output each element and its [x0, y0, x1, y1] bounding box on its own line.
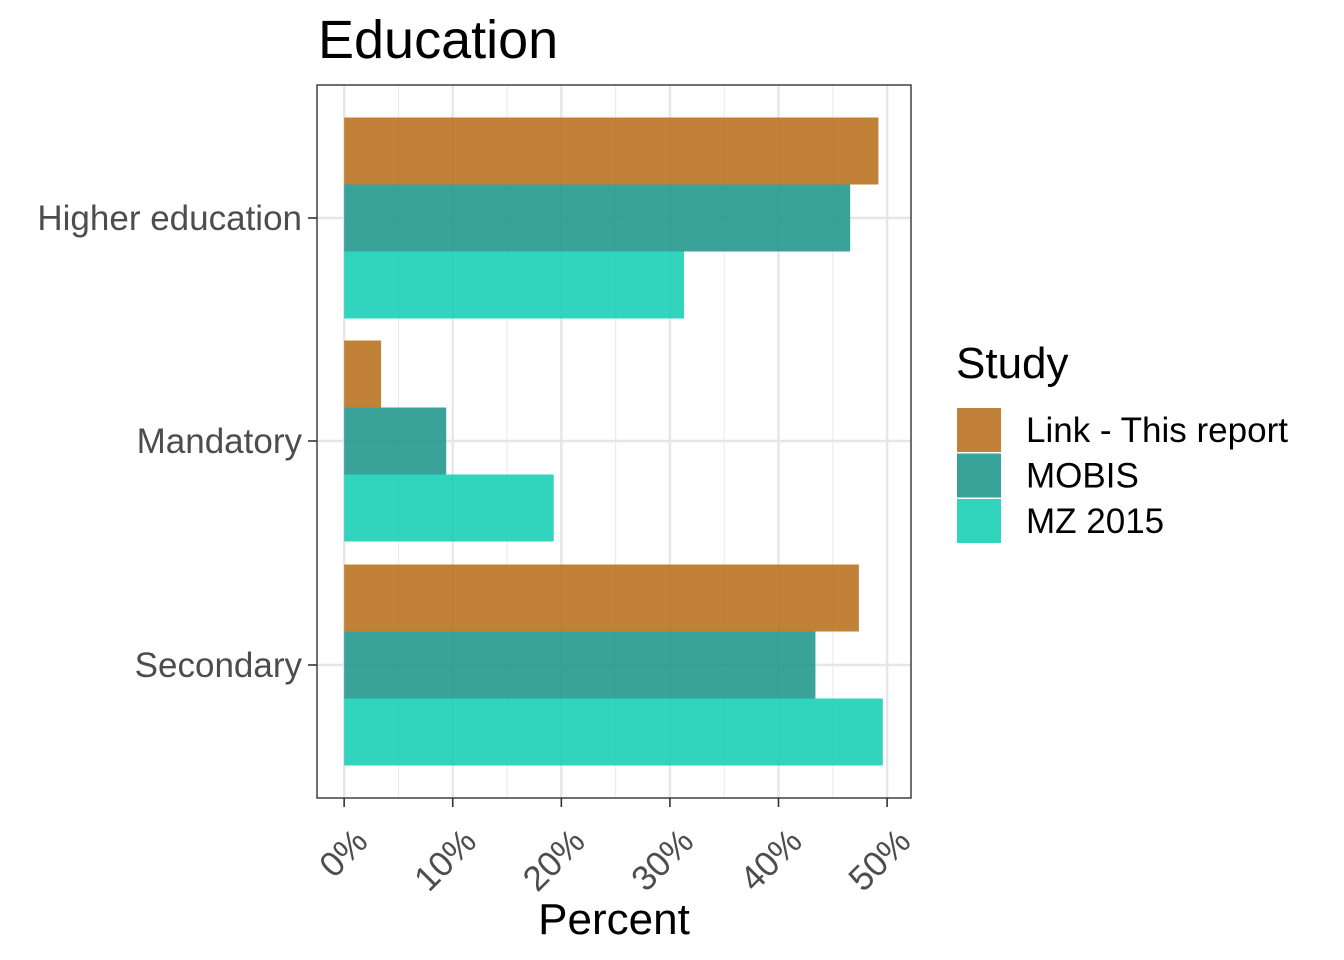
legend-label: MZ 2015: [1026, 502, 1164, 541]
bar: [344, 631, 816, 699]
legend-key: [957, 408, 1001, 452]
legend-key: [957, 499, 1001, 543]
bar: [344, 184, 851, 252]
bar: [344, 117, 879, 185]
legend-key: [957, 453, 1001, 498]
x-tick-label: 0%: [312, 822, 375, 885]
y-tick-label: Secondary: [135, 646, 303, 685]
bar: [344, 474, 554, 542]
bar: [344, 251, 685, 319]
legend-label: Link - This report: [1026, 411, 1288, 450]
x-axis-title: Percent: [538, 895, 690, 944]
x-tick-label: 40%: [733, 822, 810, 899]
x-tick-label: 30%: [624, 822, 701, 899]
bar: [344, 564, 859, 632]
legend-label: MOBIS: [1026, 457, 1139, 496]
bar: [344, 698, 883, 766]
x-tick-label: 10%: [407, 822, 484, 899]
plot-area: 0% 10% 20% 30% 40% 50% Higher education Mandato…: [37, 84, 918, 899]
y-tick-label: Higher education: [37, 199, 302, 238]
x-tick-label: 50%: [841, 822, 918, 899]
y-tick-label: Mandatory: [137, 422, 303, 461]
bar: [344, 407, 447, 475]
bar: [344, 340, 382, 408]
x-tick-label: 20%: [515, 822, 592, 899]
chart-title: Education: [318, 10, 558, 70]
legend: Study Link - This report MOBIS MZ 2015: [956, 339, 1288, 543]
legend-title: Study: [956, 339, 1069, 388]
